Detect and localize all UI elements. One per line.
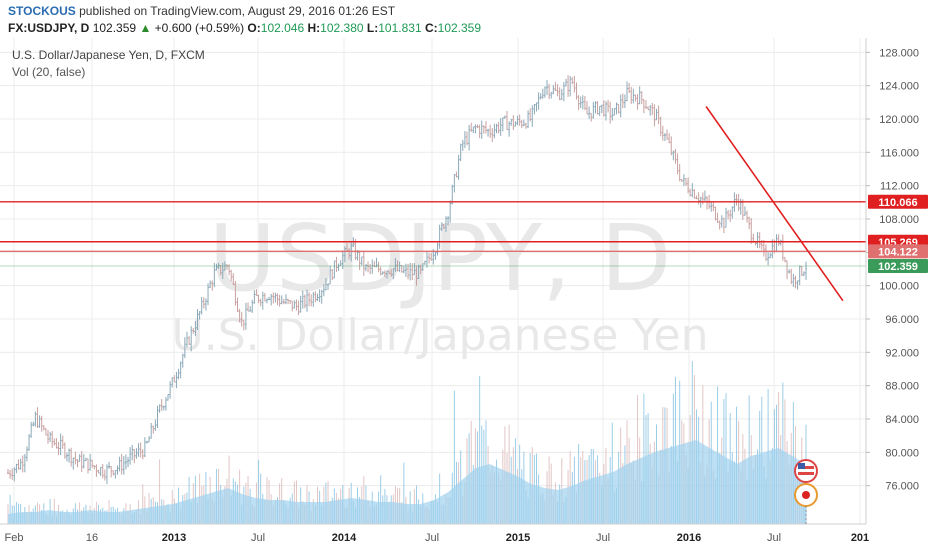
x-tick-label: 2014 (332, 532, 357, 544)
trendline[interactable] (705, 106, 844, 302)
chart-header: STOCKOUS published on TradingView.com, A… (0, 0, 932, 38)
y-tick-label: 124.000 (879, 81, 919, 93)
x-tick-label: Feb (5, 532, 24, 544)
y-tick-label: 116.000 (880, 147, 919, 159)
x-tick-label: 2015 (506, 532, 530, 544)
publish-info: published on TradingView.com, August 29,… (75, 4, 396, 18)
trendline-layer[interactable] (705, 106, 844, 302)
y-tick-label: 120.000 (879, 114, 919, 126)
high-value: 102.380 (320, 21, 364, 35)
japan-flag-icon[interactable] (794, 483, 818, 507)
price-axis-panel (866, 38, 932, 524)
level-label: 110.066 (878, 197, 917, 209)
change-arrow-icon: ▲ (139, 21, 152, 35)
watermark-name: U.S. Dollar/Japanese Yen (172, 310, 709, 361)
y-tick-label: 128.000 (879, 47, 919, 59)
symbol-label[interactable]: FX:USDJPY, D (8, 21, 90, 35)
level-label: 102.359 (878, 261, 918, 273)
time-axis[interactable]: Feb 16 2013 Jul 2014 Jul 2015 Jul 2016 Jul 201 (5, 532, 870, 544)
us-flag-icon[interactable] (794, 459, 818, 483)
y-tick-label: 108.000 (879, 214, 919, 226)
legend-title: U.S. Dollar/Japanese Yen, D, FXCM (12, 48, 205, 62)
ohlc-line: FX:USDJPY, D 102.359 ▲ +0.600 (+0.59%) O… (8, 21, 481, 35)
legend-volume: Vol (20, false) (12, 65, 86, 79)
watermark-symbol: USDJPY, D (209, 205, 672, 312)
x-tick-label: Jul (767, 532, 781, 544)
x-tick-label: 201 (851, 532, 869, 544)
y-tick-label: 80.000 (885, 447, 919, 459)
y-tick-label: 84.000 (885, 414, 919, 426)
y-tick-label: 100.000 (879, 281, 919, 293)
last-price: 102.359 (92, 21, 137, 35)
level-label: 104.122 (878, 246, 918, 258)
low-value: 101.831 (378, 21, 422, 35)
horizontal-levels[interactable] (0, 201, 866, 267)
change-value: +0.600 (+0.59%) (154, 21, 245, 35)
x-tick-label: Jul (251, 532, 265, 544)
x-tick-label: 16 (86, 532, 98, 544)
low-label: L: (366, 21, 379, 35)
level-label-box (868, 259, 928, 274)
x-tick-label: 2013 (162, 532, 186, 544)
volume-average-area (8, 440, 806, 524)
publish-line: STOCKOUS published on TradingView.com, A… (8, 4, 395, 18)
author-link[interactable]: STOCKOUS (8, 4, 76, 18)
x-tick-label: Jul (596, 532, 610, 544)
y-tick-label: 96.000 (885, 314, 919, 326)
open-label: O: (247, 21, 261, 35)
y-tick-label: 112.000 (880, 181, 919, 193)
y-tick-label: 88.000 (885, 381, 919, 393)
open-value: 102.046 (260, 21, 305, 35)
level-label-box (868, 244, 928, 259)
y-tick-label: 76.000 (885, 481, 919, 493)
close-value: 102.359 (437, 21, 482, 35)
y-tick-label: 92.000 (885, 347, 919, 359)
price-layer (7, 75, 807, 485)
high-label: H: (307, 21, 321, 35)
grid-lines (0, 38, 866, 524)
close-label: C: (424, 21, 438, 35)
time-axis-panel (0, 524, 932, 550)
x-tick-label: 2016 (677, 532, 701, 544)
x-tick-label: Jul (425, 532, 439, 544)
price-chart[interactable]: USDJPY, D U.S. Dollar/Japanese Yen 128.0… (0, 38, 932, 550)
volume-layer (7, 361, 807, 524)
level-label-box (868, 194, 928, 209)
